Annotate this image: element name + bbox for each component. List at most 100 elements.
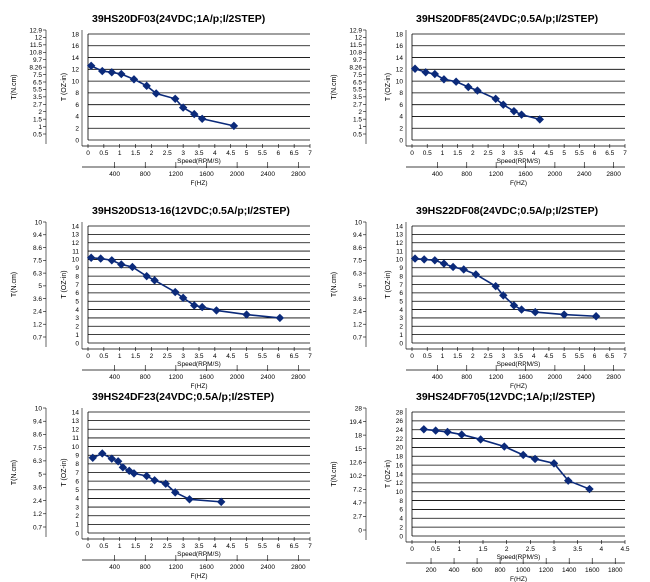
data-point <box>431 426 440 435</box>
x2-tick-label: 1600 <box>199 564 214 571</box>
y-tick-label: 2 <box>399 126 403 133</box>
data-point <box>531 307 540 317</box>
ncm-tick-label: 8.6 <box>353 245 362 252</box>
x-tick-label: 0 <box>410 546 414 553</box>
ncm-tick-label: 10 <box>35 405 43 412</box>
x-tick-label: 3.5 <box>194 543 203 550</box>
x2-axis-label: F(HZ) <box>510 383 527 390</box>
x2-tick-label: 2800 <box>606 171 621 178</box>
data-point <box>430 256 440 265</box>
x2-tick-label: 2800 <box>606 374 621 381</box>
x-tick-label: 2 <box>471 150 475 157</box>
x-tick-label: 5 <box>245 150 249 157</box>
y-tick-label: 2 <box>75 324 79 331</box>
chart-1: 39HS20DF03(24VDC;1A/p;I/2STEP)1816141210… <box>11 13 312 187</box>
data-point <box>499 291 508 300</box>
data-point <box>459 265 468 274</box>
y-tick-label: 8 <box>75 461 79 468</box>
ncm-tick-label: 11.5 <box>30 42 43 49</box>
y-tick-label: 9 <box>75 265 79 272</box>
y-tick-label: 12 <box>72 240 80 247</box>
ncm-tick-label: 9.7 <box>353 57 362 64</box>
x-tick-label: 3.5 <box>514 150 523 157</box>
y-tick-label: 5 <box>75 299 79 306</box>
data-point <box>178 103 188 112</box>
data-point <box>229 121 239 131</box>
x2-tick-label: 1200 <box>539 567 554 574</box>
ncm-tick-label: 3.6 <box>33 296 42 303</box>
data-point <box>585 484 594 494</box>
x-tick-label: 7 <box>308 543 312 550</box>
x-tick-label: 6 <box>593 353 597 360</box>
x2-tick-label: 1800 <box>608 567 623 574</box>
data-point <box>439 75 449 84</box>
ncm-tick-label: 8.6 <box>33 432 42 439</box>
ncm-tick-label: 0.5 <box>353 131 362 138</box>
x2-tick-label: 1200 <box>489 374 504 381</box>
ncm-tick-label: 1.5 <box>353 116 362 123</box>
x-tick-label: 3 <box>552 546 556 553</box>
x-axis-label: Speed(RPM/S) <box>497 158 541 165</box>
y-tick-label: 10 <box>72 444 80 451</box>
data-point <box>509 301 519 310</box>
data-point <box>517 110 526 119</box>
x-tick-label: 1 <box>458 546 462 553</box>
ncm-tick-label: 10 <box>355 219 363 226</box>
ncm-tick-label: 11.5 <box>350 42 363 49</box>
ncm-tick-label: 2.4 <box>33 498 42 505</box>
data-point <box>171 287 180 297</box>
x-tick-label: 2 <box>471 353 475 360</box>
x-tick-label: 2.5 <box>484 353 493 360</box>
data-point <box>509 106 519 116</box>
x-tick-label: 3.5 <box>514 353 523 360</box>
x2-tick-label: 200 <box>426 567 437 574</box>
ncm-tick-label: 3.6 <box>33 485 42 492</box>
ncm-tick-label: 0.7 <box>33 334 42 341</box>
ncm-tick-label: 9.4 <box>353 232 362 239</box>
y-tick-label: 12 <box>72 427 80 434</box>
x-tick-label: 3 <box>501 353 505 360</box>
ncm-tick-label: 6.3 <box>33 458 42 465</box>
y-tick-label: 0 <box>399 533 403 540</box>
data-point <box>107 68 116 77</box>
data-point <box>430 69 440 79</box>
y-tick-label: 0 <box>75 340 79 347</box>
data-point <box>491 281 500 291</box>
data-point <box>473 86 482 95</box>
data-point <box>499 100 508 109</box>
data-point <box>591 312 601 321</box>
x2-tick-label: 1600 <box>518 374 533 381</box>
x2-tick-label: 2400 <box>260 564 275 571</box>
x2-tick-label: 400 <box>109 171 120 178</box>
x-tick-label: 0.5 <box>423 353 432 360</box>
ncm-tick-label: 2 <box>38 109 42 116</box>
x2-tick-label: 400 <box>432 171 443 178</box>
y-tick-label: 18 <box>396 31 404 38</box>
x-tick-label: 1 <box>118 543 122 550</box>
x2-tick-label: 1600 <box>585 567 600 574</box>
y-tick-label: 1 <box>75 332 79 339</box>
ncm-axis-label: T(N.cm) <box>331 461 338 486</box>
x-tick-label: 0.5 <box>99 150 108 157</box>
x-tick-label: 3 <box>181 150 185 157</box>
x-tick-label: 1.5 <box>131 150 140 157</box>
x-tick-label: 6.5 <box>605 150 614 157</box>
data-point <box>549 459 559 468</box>
ncm-tick-label: 4.7 <box>353 500 362 507</box>
x2-tick-label: 400 <box>109 564 120 571</box>
x-tick-label: 0 <box>86 543 90 550</box>
y-tick-label: 13 <box>396 232 404 239</box>
y-axis-label: T (OZ-in) <box>61 73 68 101</box>
x2-tick-label: 2400 <box>260 374 275 381</box>
x-tick-label: 4.5 <box>620 546 629 553</box>
ncm-tick-label: 0 <box>358 527 362 534</box>
x-tick-label: 2 <box>150 353 154 360</box>
chart-6: 39HS24DF705(12VDC;1A/p;I/2STEP)282624222… <box>331 391 630 582</box>
x-tick-label: 5.5 <box>258 353 267 360</box>
y-tick-label: 3 <box>75 315 79 322</box>
x-tick-label: 3.5 <box>573 546 582 553</box>
data-point <box>451 77 461 86</box>
ncm-tick-label: 5 <box>38 471 42 478</box>
y-tick-label: 28 <box>396 409 404 416</box>
chart-title: 39HS24DF705(12VDC;1A/p;I/2STEP) <box>416 391 595 403</box>
